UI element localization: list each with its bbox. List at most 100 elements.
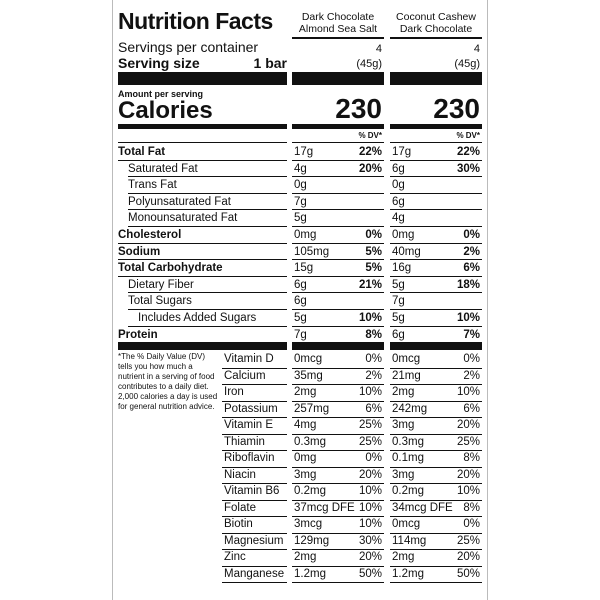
vitamin-dv: 8% <box>463 452 480 465</box>
rule <box>292 532 384 534</box>
nutrient-amount: 6g <box>294 295 307 308</box>
rule <box>390 142 482 143</box>
vitamin-amount: 0mcg <box>392 518 421 531</box>
vitamin-label: Vitamin E <box>224 419 274 432</box>
rule <box>390 176 482 178</box>
rule <box>292 433 384 435</box>
vitamin-dv: 0% <box>365 353 382 366</box>
vitamin-dv: 20% <box>358 551 382 564</box>
rule <box>390 565 482 567</box>
vitamin-dv: 10% <box>358 518 382 531</box>
calories-label: Calories <box>118 97 213 124</box>
rule <box>292 384 384 386</box>
rule <box>292 209 384 211</box>
rule <box>292 325 384 327</box>
rule <box>128 176 287 178</box>
vitamin-amount: 257mg <box>294 402 330 415</box>
rule <box>390 400 482 402</box>
nutrient-dv: 10% <box>358 312 382 324</box>
rule <box>390 292 482 294</box>
dv-header: % DV* <box>456 131 480 140</box>
rule <box>390 37 482 39</box>
nutrient-amount: 5g <box>392 312 405 324</box>
rule <box>128 325 287 327</box>
nutrient-label: Dietary Fiber <box>128 278 194 291</box>
rule <box>390 483 482 485</box>
vitamin-amount: 1.2mg <box>392 567 424 580</box>
rule <box>222 516 287 518</box>
rule <box>390 159 482 161</box>
vitamin-dv: 25% <box>456 534 480 547</box>
vitamin-amount: 3mg <box>392 419 415 432</box>
rule <box>118 275 287 277</box>
product-name: Dark Chocolate <box>399 23 473 35</box>
vitamin-label: Thiamin <box>224 435 265 448</box>
nutrient-dv: 18% <box>456 278 480 291</box>
rule <box>390 466 482 468</box>
vitamin-label: Iron <box>224 386 244 399</box>
vitamin-amount: 2mg <box>392 386 415 399</box>
product-name: Dark Chocolate <box>301 11 375 23</box>
nutrient-label: Polyunsaturated Fat <box>128 195 231 208</box>
nutrient-amount: 5g <box>392 278 405 291</box>
vitamin-dv: 25% <box>358 435 382 448</box>
nutrient-amount: 4g <box>392 212 405 225</box>
rule <box>390 433 482 435</box>
vitamin-label: Manganese <box>224 567 285 580</box>
rule <box>292 450 384 452</box>
rule <box>118 72 287 85</box>
rule <box>390 417 482 419</box>
vitamin-label: Vitamin B6 <box>224 485 280 498</box>
vitamin-dv: 2% <box>365 369 382 382</box>
rule <box>390 582 482 584</box>
vitamin-dv: 10% <box>358 501 382 514</box>
vitamin-amount: 3mg <box>294 468 317 481</box>
vitamin-dv: 20% <box>358 468 382 481</box>
rule <box>292 259 384 261</box>
rule <box>292 72 384 85</box>
vitamin-amount: 0.3mg <box>294 435 326 448</box>
rule <box>390 532 482 534</box>
rule <box>390 124 482 129</box>
nutrient-amount: 6g <box>392 162 405 175</box>
calories: 230 <box>335 93 382 124</box>
vitamin-dv: 20% <box>456 419 480 432</box>
vitamin-label: Calcium <box>224 369 266 382</box>
vitamin-dv: 50% <box>358 567 382 580</box>
nutrient-amount: 6g <box>392 195 405 208</box>
rule <box>222 450 287 452</box>
rule <box>222 384 287 386</box>
rule <box>292 582 384 584</box>
nutrient-dv: 0% <box>463 229 480 241</box>
rule <box>292 417 384 419</box>
rule <box>390 309 482 310</box>
rule <box>222 466 287 468</box>
vitamin-dv: 10% <box>456 485 480 498</box>
product-name: Almond Sea Salt <box>298 23 378 35</box>
nutrient-amount: 7g <box>294 195 307 208</box>
nutrient-amount: 6g <box>392 328 405 341</box>
vitamin-amount: 2mg <box>294 551 317 564</box>
rule <box>222 549 287 551</box>
rule <box>390 209 482 211</box>
rule <box>292 275 384 277</box>
rule <box>390 192 482 194</box>
rule <box>292 466 384 468</box>
rule <box>222 433 287 435</box>
rule <box>292 159 384 161</box>
nutrient-dv: 5% <box>365 245 382 258</box>
vitamin-dv: 25% <box>456 435 480 448</box>
nutrient-dv: 22% <box>456 146 480 158</box>
rule <box>222 367 287 369</box>
nutrient-amount: 0mg <box>392 229 415 241</box>
vitamin-dv: 8% <box>463 501 480 514</box>
nutrient-amount: 4g <box>294 162 307 175</box>
serving-size-grams: (45g) <box>454 58 480 70</box>
nutrient-amount: 0mg <box>294 229 317 241</box>
vitamin-amount: 129mg <box>294 534 330 547</box>
vitamin-label: Niacin <box>224 468 256 481</box>
nutrient-amount: 0g <box>294 179 307 192</box>
rule <box>222 400 287 402</box>
nutrient-amount: 0g <box>392 179 405 192</box>
rule <box>390 516 482 518</box>
